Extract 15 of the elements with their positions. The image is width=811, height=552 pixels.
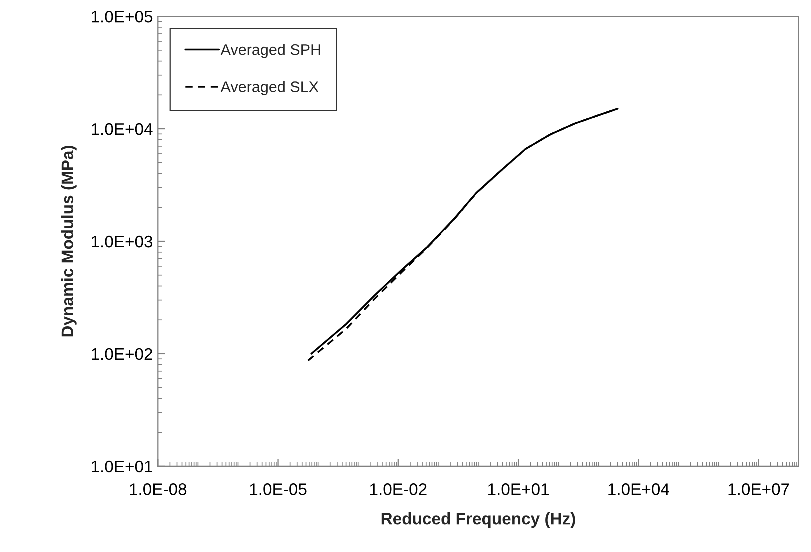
y-tick-label: 1.0E+04 — [92, 123, 153, 136]
y-tick-label: 1.0E+05 — [92, 10, 153, 23]
legend-label: Averaged SLX — [220, 81, 319, 96]
x-tick-label: 1.0E-05 — [250, 484, 307, 496]
y-tick-label: 1.0E+01 — [92, 460, 152, 473]
x-axis-title: Reduced Frequency (Hz) — [382, 512, 576, 528]
y-tick-label: 1.0E+02 — [92, 348, 152, 360]
legend-label: Averaged SPH — [220, 44, 320, 58]
x-tick-label: 1.0E+01 — [488, 484, 549, 496]
x-tick-label: 1.0E+04 — [608, 484, 670, 496]
x-tick-label: 1.0E-08 — [130, 484, 187, 496]
y-axis-title: Dynamic Modulus (MPa) — [61, 146, 77, 337]
x-tick-label: 1.0E-02 — [370, 484, 427, 496]
y-tick-label: 1.0E+03 — [92, 236, 153, 248]
x-tick-label: 1.0E+07 — [728, 484, 790, 496]
